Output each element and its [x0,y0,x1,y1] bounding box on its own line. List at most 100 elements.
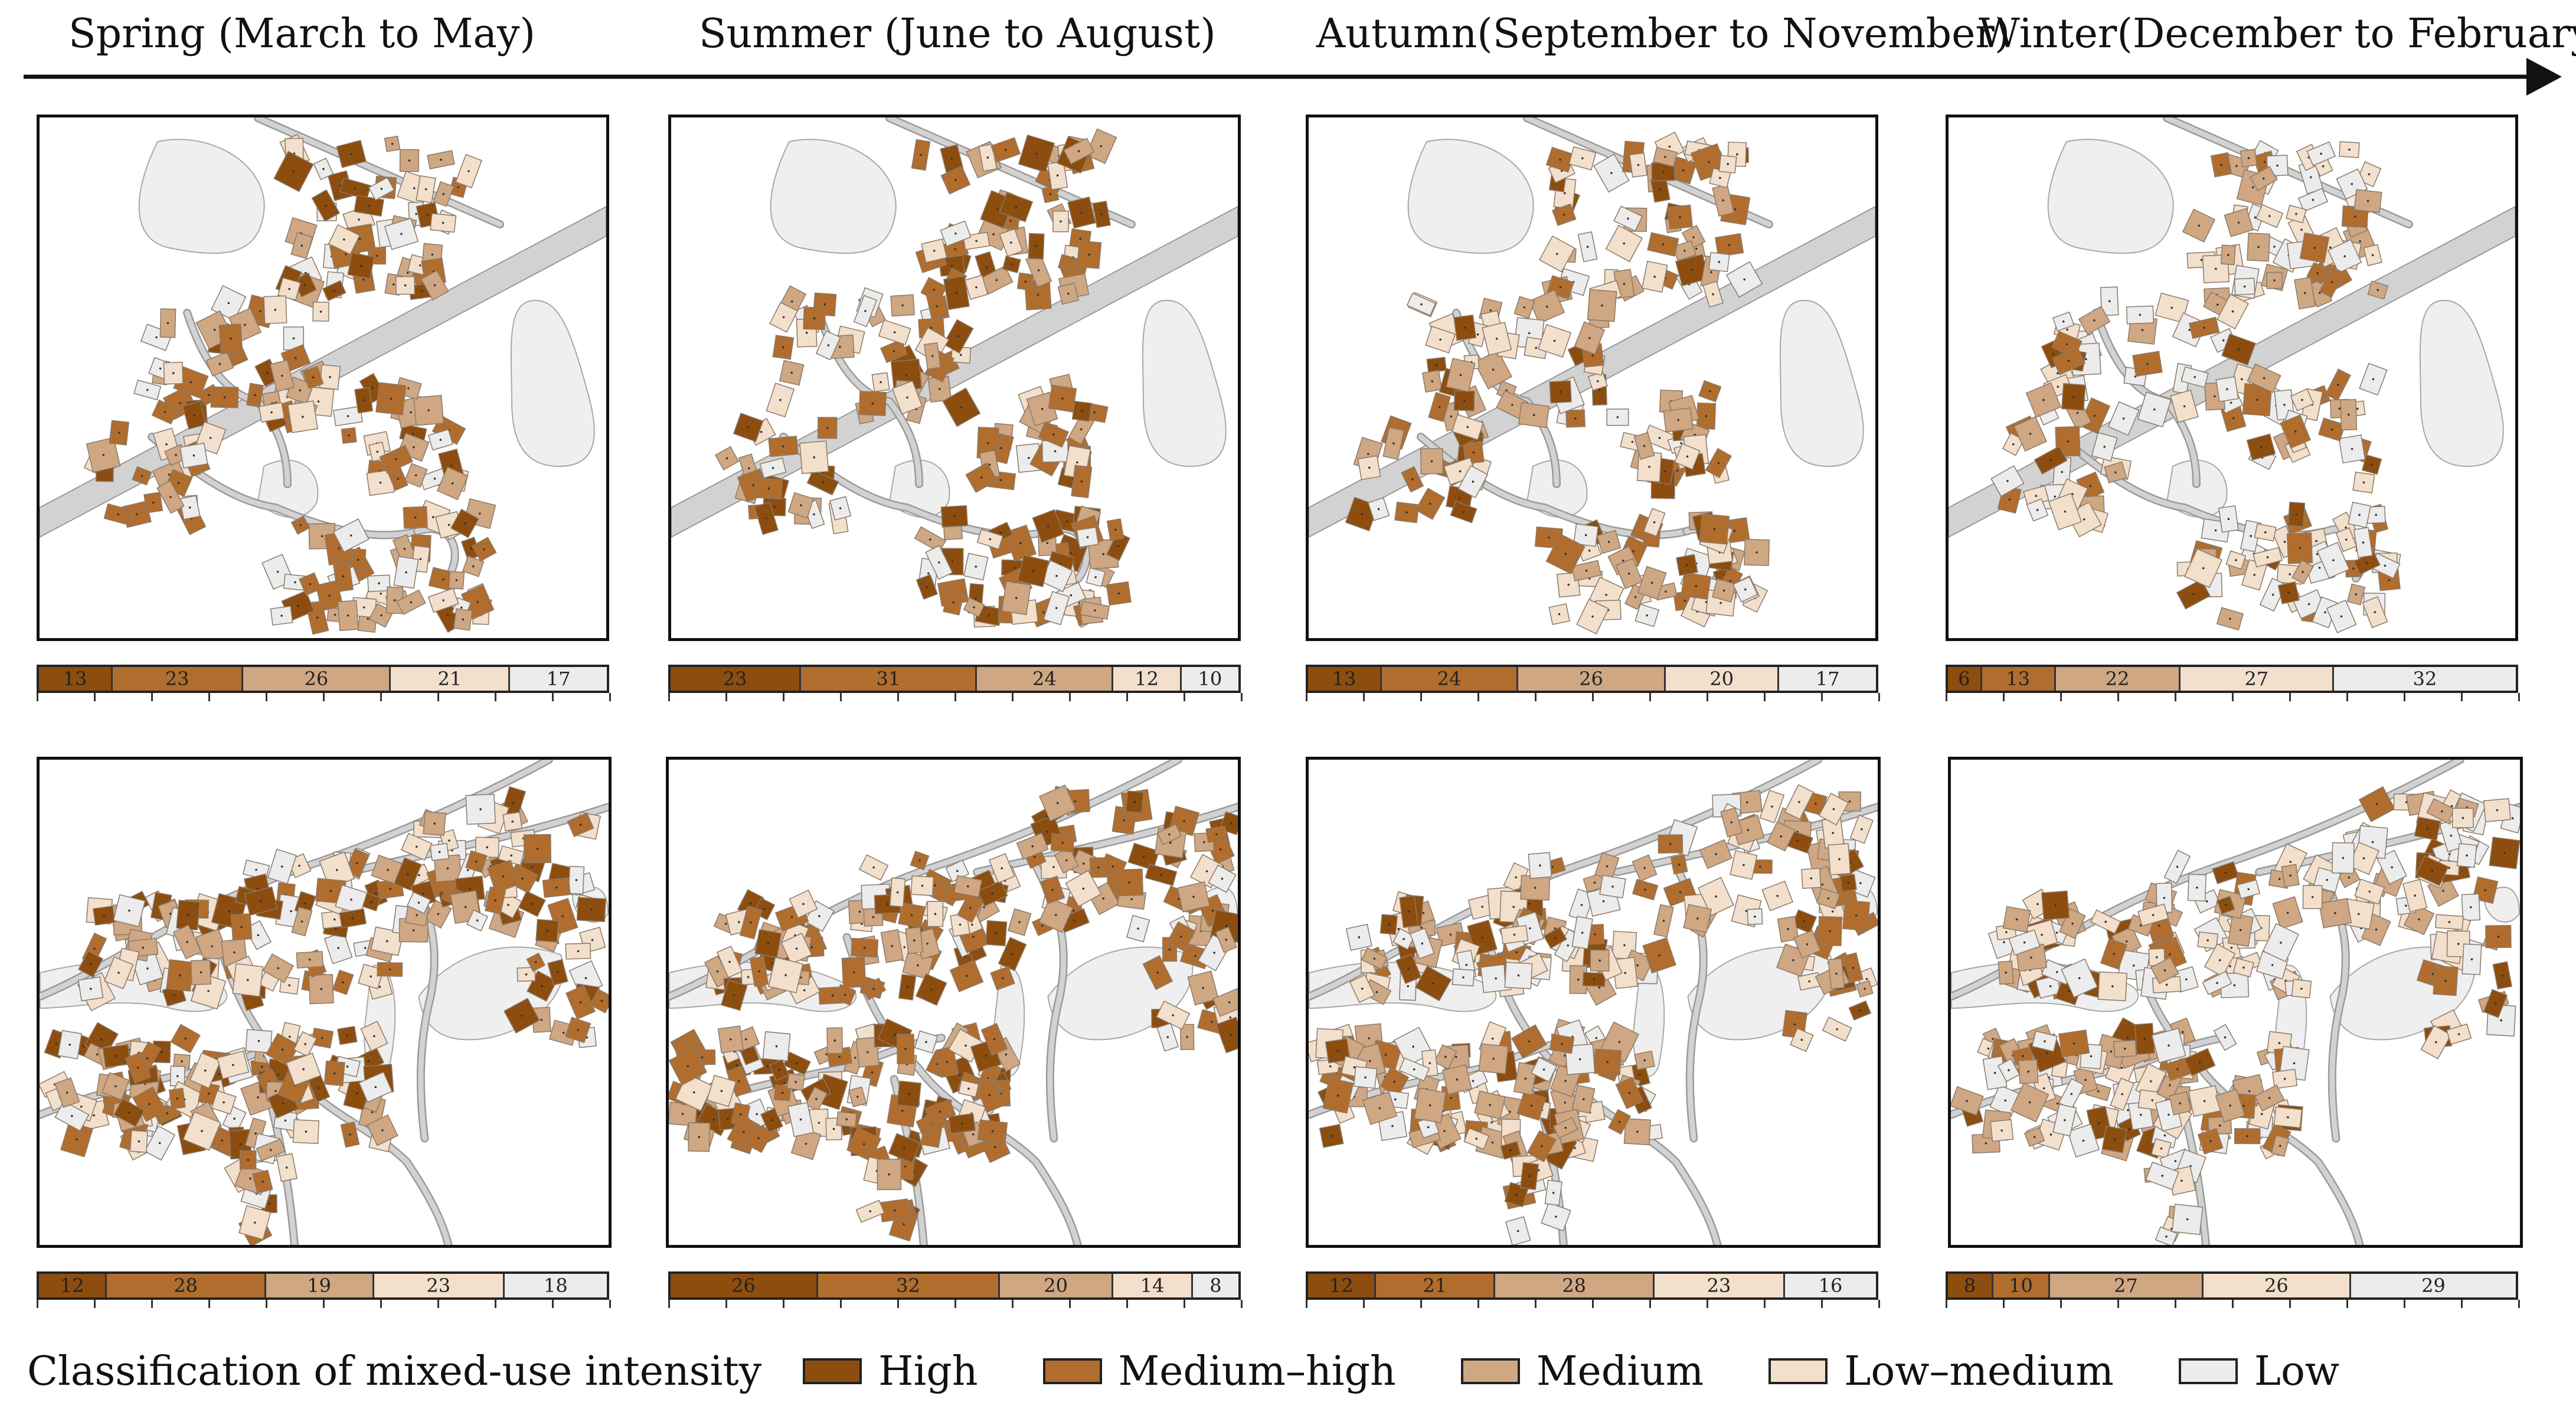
building-centroid [2222,339,2225,342]
building-plot [2104,461,2127,483]
building-centroid [76,1138,78,1140]
building-centroid [446,614,449,616]
building-centroid [1658,437,1661,439]
building-centroid [2330,428,2333,431]
building-centroid [1010,241,1012,244]
building-centroid [1534,887,1537,889]
building-centroid [999,479,1002,482]
building-plot [1634,603,1660,627]
building-centroid [756,1113,758,1116]
building-centroid [933,289,935,291]
building-centroid [1075,461,1078,464]
building-centroid [239,1143,242,1146]
building-plot [943,589,965,616]
building-plot [1452,968,1475,987]
building-centroid [1798,800,1800,803]
building-centroid [479,808,482,810]
building-centroid [364,947,367,949]
building-centroid [960,1122,963,1125]
building-centroid [511,820,514,823]
building-centroid [540,1018,543,1021]
building-centroid [460,606,463,609]
building-centroid [115,1055,118,1057]
building-plot [523,833,552,864]
building-centroid [1686,455,1689,458]
building-plot [1653,904,1674,938]
building-plot [518,890,546,917]
building-centroid [2376,289,2379,292]
building-centroid [2066,328,2068,331]
building-centroid [2193,376,2196,378]
building-centroid [261,1181,264,1183]
building-centroid [1042,611,1045,614]
building-centroid [1034,855,1036,858]
building-plot [911,139,931,171]
building-plot [210,386,239,408]
building-centroid [257,934,260,937]
building-centroid [1564,1080,1567,1083]
building-centroid [1538,864,1541,867]
building-centroid [2318,567,2321,569]
building-centroid [1861,828,1863,831]
building-centroid [146,967,149,970]
building-plot [311,189,341,222]
building-centroid [502,875,505,878]
building-centroid [2266,556,2269,558]
building-centroid [1431,380,1433,383]
building-centroid [1658,954,1660,957]
building-plot [2126,305,2155,325]
building-centroid [1847,881,1849,884]
building-plot [1568,146,1597,171]
building-centroid [442,599,444,601]
building-plot [805,1086,828,1111]
building-centroid [1680,442,1682,444]
building-plot [1549,380,1572,404]
building-centroid [1567,944,1570,947]
building-plot [565,1016,591,1044]
building-centroid [856,1096,859,1098]
building-centroid [825,1053,828,1055]
building-centroid [1435,364,1438,366]
building-plot [943,319,974,354]
building-centroid [1559,286,1562,289]
building-centroid [1229,1016,1232,1019]
building-plot [1828,957,1845,990]
building-plot [239,1150,257,1170]
building-centroid [1722,199,1725,202]
building-centroid [1628,1091,1631,1094]
building-plot [963,553,989,581]
building-plot [977,1119,1008,1143]
building-centroid [2085,358,2087,361]
building-centroid [1664,156,1666,158]
building-centroid [1459,374,1462,377]
building-centroid [103,914,105,917]
building-centroid [1394,1098,1397,1101]
building-plot [1325,1038,1351,1064]
building-centroid [1041,924,1044,927]
building-centroid [972,936,975,938]
pond-south [1526,459,1588,518]
building-centroid [2076,411,2079,414]
building-centroid [1668,145,1671,148]
building-centroid [906,396,908,399]
building-centroid [1848,800,1851,803]
building-centroid [469,888,471,890]
building-plot [1367,497,1390,521]
building-centroid [427,409,430,412]
building-centroid [1564,192,1566,195]
building-centroid [213,328,216,331]
building-centroid [277,967,280,970]
building-centroid [1420,303,1423,306]
building-centroid [320,988,322,990]
building-centroid [261,1065,263,1068]
road-northeast [974,804,1238,875]
building-centroid [747,976,750,979]
building-centroid [1079,237,1082,240]
building-plot [205,351,234,377]
building-plot [2366,506,2386,524]
building-centroid [1481,936,1483,939]
building-centroid [681,1113,684,1115]
building-centroid [901,304,904,307]
building-plot [168,1087,186,1110]
building-centroid [782,445,784,448]
